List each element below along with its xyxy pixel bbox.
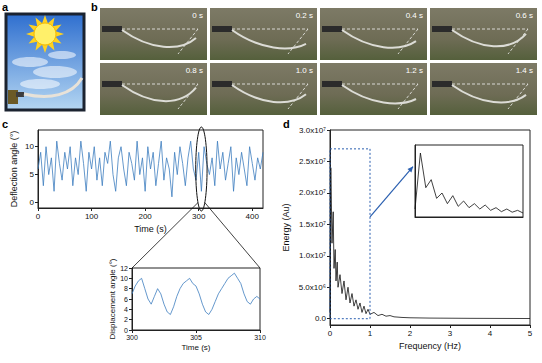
svg-text:4: 4 (488, 329, 493, 338)
svg-text:0.8 s: 0.8 s (186, 66, 203, 75)
svg-text:Deflection angle (°): Deflection angle (°) (9, 131, 19, 208)
svg-text:2: 2 (408, 329, 413, 338)
svg-text:0.4 s: 0.4 s (406, 11, 423, 20)
svg-text:300: 300 (192, 212, 206, 221)
svg-text:2.0x10⁷: 2.0x10⁷ (299, 188, 326, 197)
svg-text:3.0x10⁷: 3.0x10⁷ (299, 126, 326, 135)
svg-text:10: 10 (25, 142, 34, 151)
svg-text:0.2 s: 0.2 s (296, 11, 313, 20)
svg-text:305: 305 (190, 334, 202, 341)
svg-text:100: 100 (85, 212, 99, 221)
svg-text:8: 8 (124, 285, 128, 292)
svg-text:6: 6 (124, 296, 128, 303)
svg-text:5.0x10⁶: 5.0x10⁶ (299, 283, 326, 292)
svg-text:Time (s): Time (s) (181, 343, 210, 352)
svg-text:1.0 s: 1.0 s (296, 66, 313, 75)
svg-text:310: 310 (254, 334, 266, 341)
svg-text:Time (s): Time (s) (134, 224, 167, 234)
svg-text:0: 0 (124, 327, 128, 334)
svg-text:0: 0 (36, 212, 41, 221)
svg-text:12: 12 (120, 265, 128, 272)
svg-text:Energy (Au): Energy (Au) (281, 203, 291, 251)
svg-text:4: 4 (124, 306, 128, 313)
svg-text:10: 10 (120, 275, 128, 282)
svg-text:a: a (2, 1, 9, 13)
svg-text:400: 400 (246, 212, 260, 221)
svg-text:1.5x10⁷: 1.5x10⁷ (299, 220, 326, 229)
svg-text:1.2 s: 1.2 s (406, 66, 423, 75)
svg-text:0 s: 0 s (192, 11, 203, 20)
svg-text:0.6 s: 0.6 s (516, 11, 533, 20)
svg-text:3: 3 (448, 329, 453, 338)
svg-text:b: b (91, 1, 98, 13)
svg-text:2: 2 (124, 316, 128, 323)
svg-text:0: 0 (328, 329, 333, 338)
svg-text:5: 5 (528, 329, 533, 338)
svg-text:1.4 s: 1.4 s (516, 66, 533, 75)
svg-text:300: 300 (126, 334, 138, 341)
svg-text:5: 5 (30, 170, 35, 179)
svg-text:0.0: 0.0 (315, 314, 327, 323)
svg-text:1.0x10⁷: 1.0x10⁷ (299, 251, 326, 260)
svg-text:200: 200 (138, 212, 152, 221)
svg-text:d: d (283, 118, 290, 130)
svg-text:Displacement angle (°): Displacement angle (°) (108, 258, 117, 339)
svg-text:1: 1 (368, 329, 373, 338)
svg-text:2.5x10⁷: 2.5x10⁷ (299, 157, 326, 166)
svg-text:c: c (2, 118, 8, 130)
svg-text:Frequency (Hz): Frequency (Hz) (399, 341, 461, 351)
svg-text:0: 0 (30, 198, 35, 207)
